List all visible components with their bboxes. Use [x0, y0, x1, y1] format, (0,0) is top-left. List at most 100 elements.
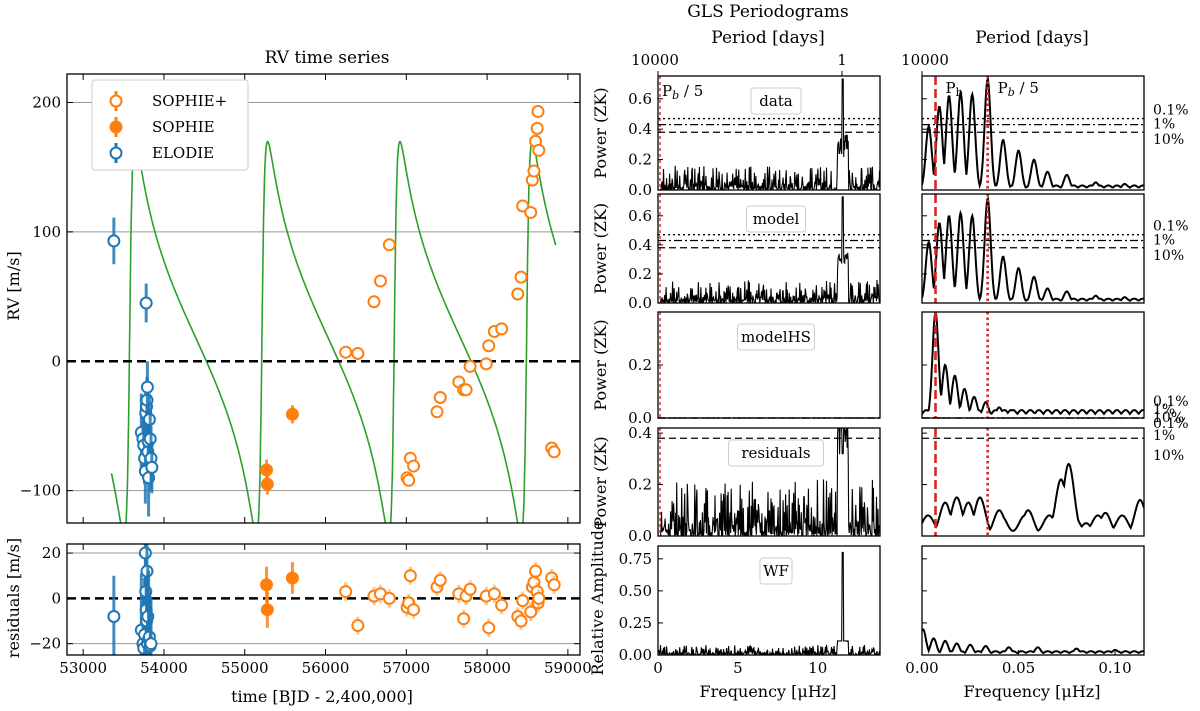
gls-fap-label: 10% [1153, 410, 1184, 426]
residuals-panel: −20 0 20 53000 54000 55000 56000 57000 58000 5900… [29, 543, 592, 677]
period-tick-10000-right: 10000 [901, 51, 949, 69]
gls-xtick-label: 5 [733, 659, 743, 677]
rv-point-sophieplus [511, 287, 525, 301]
gls-pb5-label: Pb / 5 [998, 79, 1039, 99]
res-xtick-label: 54000 [140, 659, 188, 677]
gls-label-box [737, 323, 815, 351]
gls-frame-zoom [921, 427, 1145, 537]
rv-point-sophieplus [373, 274, 387, 288]
gls-pb5-suffix: / 5 [1015, 79, 1039, 97]
gls-ytick-label: 0.50 [619, 582, 652, 600]
res-point-sophieplus [407, 603, 421, 617]
res-point-sophieplus [524, 605, 538, 619]
gls-panel-label: WF [763, 562, 789, 580]
rv-point-sophieplus [459, 383, 473, 397]
gls-zoom-xtick-label: 0.05 [1002, 659, 1035, 677]
gls-pb-sub: b [956, 86, 963, 99]
gls-curve-full [658, 428, 880, 536]
gls-row-residuals: 0.0 0.2 0.4 residuals Power (ZK) 0.1%1% 10% [591, 416, 1189, 545]
gls-curve-zoom [922, 462, 1144, 532]
res-point-sophie [260, 603, 274, 617]
gls-frame-zoom [921, 311, 1145, 419]
rv-point-sophieplus [407, 459, 421, 473]
gls-fap-label: 1% [1153, 428, 1175, 444]
gls-pb-label: Pb [946, 79, 963, 99]
gls-frame-zoom [921, 75, 1145, 191]
rv-point-sophieplus [382, 238, 396, 252]
rv-point-sophieplus [402, 473, 416, 487]
res-point-sophieplus [382, 591, 396, 605]
gls-fap-label: 0.1% [1153, 394, 1189, 410]
gls-curve-zoom [922, 195, 1144, 303]
res-point-sophieplus [487, 587, 501, 601]
rv-point-sophieplus [430, 405, 444, 419]
gls-ytick-label: 0.6 [628, 207, 652, 225]
rv-point-sophieplus [479, 357, 493, 371]
gls-panel-label: data [759, 92, 793, 110]
gls-frame-full [657, 193, 881, 304]
gls-fap-label: 1% [1153, 117, 1175, 133]
res-xtick-label: 59000 [544, 659, 592, 677]
gls-row-model: 0.0 0.2 0.4 0.6 model Power (ZK) 0.1%1%10% [591, 193, 1189, 312]
gls-fap-label: 1% [1153, 233, 1175, 249]
rv-point-elodie [145, 460, 159, 474]
gls-ytick-label: 0.2 [628, 356, 652, 374]
gls-pb5-label-full: Pb / 5 [662, 82, 703, 102]
gls-curve-full [658, 78, 880, 190]
period-label-mid: Period [days] [711, 28, 824, 48]
gls-row-modelHS: 0.0 0.2 modelHS Power (ZK) 0.1%1%10% [591, 311, 1189, 427]
res-point-sophieplus [463, 582, 477, 596]
rv-panel: −100 0 100 200 SOPHIE+ SOPHIE ELODIE [20, 73, 581, 524]
gls-ytick-label: 0.6 [628, 90, 652, 108]
res-xtick-label: 56000 [302, 659, 350, 677]
gls-ytick-label: 0.4 [628, 236, 652, 254]
res-point-sophieplus [403, 569, 417, 583]
gls-frame-full [657, 427, 881, 537]
rv-point-sophie [260, 477, 274, 491]
gls-ylabel: Power (ZK) [591, 87, 610, 178]
res-point-sophieplus [495, 598, 509, 612]
gls-fap-label: 0.1% [1153, 103, 1189, 119]
gls-zoom-xtick-label: 0.00 [905, 659, 938, 677]
gls-curve-zoom [922, 312, 1144, 416]
rv-legend: SOPHIE+ SOPHIE ELODIE [91, 79, 249, 171]
gls-fap-label: 1% [1153, 402, 1175, 418]
rv-point-sophieplus [531, 105, 545, 119]
period-tick-1-mid: 1 [837, 51, 847, 69]
rv-point-sophieplus [495, 322, 509, 336]
rv-point-sophieplus [524, 205, 538, 219]
res-point-elodie [144, 637, 158, 651]
rv-ylabel: RV [m/s] [4, 251, 23, 320]
legend-marker [109, 120, 123, 134]
res-xtick-label: 57000 [382, 659, 430, 677]
time-xlabel: time [BJD - 2,400,000] [231, 687, 413, 706]
gls-frame-full [657, 545, 881, 656]
rv-ytick-label: 0 [51, 352, 61, 370]
legend-marker [109, 94, 123, 108]
rv-ytick-label: 100 [32, 223, 61, 241]
res-point-sophie [260, 578, 274, 592]
gls-fap-label: 0.1% [1153, 219, 1189, 235]
freq-xlabel-mid: Frequency [μHz] [700, 682, 837, 701]
gls-label-box [750, 87, 802, 115]
res-ytick-label: −20 [29, 635, 61, 653]
rv-ytick-label: −100 [20, 482, 61, 500]
legend-label: SOPHIE+ [152, 92, 227, 110]
gls-ytick-label: 0.0 [628, 294, 652, 312]
rv-point-sophieplus [482, 339, 496, 353]
rv-ytick-label: 200 [32, 93, 61, 111]
rv-legend-box [91, 79, 249, 171]
gls-ytick-label: 0.0 [628, 527, 652, 545]
rv-frame [66, 73, 581, 524]
res-point-sophieplus [433, 573, 447, 587]
rv-point-sophieplus [514, 270, 528, 284]
res-xtick-label: 58000 [463, 659, 511, 677]
gls-fap-label: 10% [1153, 248, 1184, 264]
legend-label: SOPHIE [152, 118, 215, 136]
gls-zoom-xtick-label: 0.10 [1098, 659, 1131, 677]
gls-fap-label: 10% [1153, 448, 1184, 464]
res-xtick-label: 53000 [59, 659, 107, 677]
rv-point-sophieplus [367, 295, 381, 309]
rv-model-curve [110, 140, 557, 523]
